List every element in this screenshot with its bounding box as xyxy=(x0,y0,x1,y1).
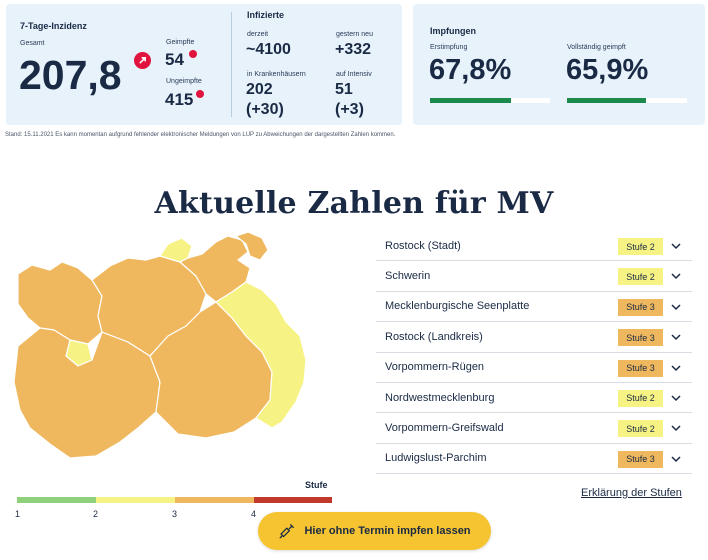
stufe-badge: Stufe 2 xyxy=(618,389,663,407)
erstimpfung-label: Erstimpfung xyxy=(430,44,468,51)
stufe-badge: Stufe 2 xyxy=(618,420,663,438)
inzidenz-title: 7-Tage-Inzidenz xyxy=(20,21,87,31)
region-row[interactable]: Schwerin Stufe 2 xyxy=(376,261,692,292)
erstimpfung-progress xyxy=(430,98,550,103)
stufe-badge: Stufe 2 xyxy=(618,238,663,255)
chevron-down-icon[interactable] xyxy=(670,331,682,343)
explain-stufen-link[interactable]: Erklärung der Stufen xyxy=(581,487,682,499)
region-name: Nordwestmecklenburg xyxy=(385,391,495,404)
vaccinate-without-appointment-button[interactable]: Hier ohne Termin impfen lassen xyxy=(258,512,491,550)
region-map xyxy=(13,232,307,459)
region-row[interactable]: Rostock (Landkreis) Stufe 3 xyxy=(376,322,692,353)
map-region-vorpommern-ruegen[interactable] xyxy=(179,235,251,303)
erstimpfung-progress-fill xyxy=(430,98,512,103)
region-row[interactable]: Vorpommern-Greifswald Stufe 2 xyxy=(376,413,692,444)
stufe-badge: Stufe 3 xyxy=(618,359,663,377)
chevron-down-icon[interactable] xyxy=(670,270,682,282)
chevron-down-icon[interactable] xyxy=(670,422,682,434)
chevron-down-icon[interactable] xyxy=(670,301,682,313)
region-name: Schwerin xyxy=(385,270,431,283)
arrow-up-right-icon xyxy=(134,52,151,69)
chevron-down-icon[interactable] xyxy=(670,453,682,465)
region-name: Ludwigslust-Parchim xyxy=(385,452,487,465)
region-row[interactable]: Vorpommern-Rügen Stufe 3 xyxy=(376,353,692,383)
ungeimpfte-label: Ungeimpfte xyxy=(166,78,202,85)
gestern-value: +332 xyxy=(335,41,372,58)
stufe-badge: Stufe 3 xyxy=(618,450,663,468)
geimpfte-value: 54 xyxy=(165,50,184,69)
vollstaendig-label: Vollständig geimpft xyxy=(567,44,626,51)
chevron-down-icon[interactable] xyxy=(670,362,682,374)
syringe-icon xyxy=(280,524,295,539)
krankenhaus-value: 202 xyxy=(246,81,273,98)
region-row[interactable]: Rostock (Stadt) Stufe 2 xyxy=(376,231,692,262)
region-name: Vorpommern-Rügen xyxy=(385,361,485,374)
cta-label: Hier ohne Termin impfen lassen xyxy=(304,525,471,537)
gesamt-label: Gesamt xyxy=(20,40,45,47)
map-region-nordwestmecklenburg[interactable] xyxy=(17,261,103,345)
legend-tick-1: 1 xyxy=(15,509,21,519)
page-title: Aktuelle Zahlen für MV xyxy=(154,186,554,221)
intensiv-delta: (+3) xyxy=(335,101,364,118)
impfungen-title: Impfungen xyxy=(430,26,476,36)
chevron-down-icon[interactable] xyxy=(670,392,682,404)
trend-dot-icon xyxy=(189,50,197,58)
region-name: Rostock (Landkreis) xyxy=(385,330,483,343)
legend-tick-4: 4 xyxy=(251,509,257,519)
geimpfte-label: Geimpfte xyxy=(166,39,195,46)
region-name: Mecklenburgische Seenplatte xyxy=(385,300,530,313)
stufe-badge: Stufe 3 xyxy=(618,329,663,347)
legend-tick-2: 2 xyxy=(93,509,99,519)
legend-tick-3: 3 xyxy=(172,509,178,519)
krankenhaus-delta: (+30) xyxy=(246,101,284,118)
chevron-down-icon[interactable] xyxy=(670,240,682,252)
map-region-vorpommern-greifswald[interactable] xyxy=(215,281,307,429)
legend-segment-4 xyxy=(254,497,332,503)
gesamt-value: 207,8 xyxy=(19,52,122,98)
legend-title: Stufe xyxy=(305,480,328,490)
region-row[interactable]: Mecklenburgische Seenplatte Stufe 3 xyxy=(376,292,692,323)
infizierte-title: Infizierte xyxy=(247,10,285,20)
stufe-badge: Stufe 2 xyxy=(618,268,663,286)
divider xyxy=(231,12,232,117)
krankenhaus-label: in Krankenhäusern xyxy=(247,71,306,78)
erstimpfung-value: 67,8% xyxy=(429,54,512,86)
trend-dot-icon xyxy=(196,90,204,98)
intensiv-value: 51 xyxy=(335,81,353,98)
region-row[interactable]: Ludwigslust-Parchim Stufe 3 xyxy=(376,444,692,475)
legend-segment-1 xyxy=(17,497,96,503)
legend-segment-2 xyxy=(96,497,175,503)
region-name: Vorpommern-Greifswald xyxy=(385,422,504,435)
vollstaendig-progress-fill xyxy=(567,98,647,103)
gestern-label: gestern neu xyxy=(336,31,373,38)
stufe-badge: Stufe 3 xyxy=(618,298,663,316)
intensiv-label: auf Intensiv xyxy=(336,71,372,78)
region-name: Rostock (Stadt) xyxy=(385,239,461,252)
map-region-ruegen-island[interactable] xyxy=(235,232,269,261)
vollstaendig-progress xyxy=(567,98,687,103)
legend-segment-3 xyxy=(175,497,254,503)
stats-card-infection: 7-Tage-Inzidenz Gesamt 207,8 Geimpfte 54… xyxy=(6,4,402,125)
vollstaendig-value: 65,9% xyxy=(566,54,649,86)
region-row[interactable]: Nordwestmecklenburg Stufe 2 xyxy=(376,383,692,414)
region-list: Rostock (Stadt) Stufe 2 Schwerin Stufe 2… xyxy=(376,231,692,475)
ungeimpfte-value: 415 xyxy=(165,90,194,109)
stats-card-vaccination: Impfungen Erstimpfung 67,8% Vollständig … xyxy=(413,4,705,125)
stand-note: Stand: 15.11.2021 Es kann momentan aufgr… xyxy=(5,132,396,138)
derzeit-value: ~4100 xyxy=(246,41,291,58)
derzeit-label: derzeit xyxy=(247,31,269,38)
